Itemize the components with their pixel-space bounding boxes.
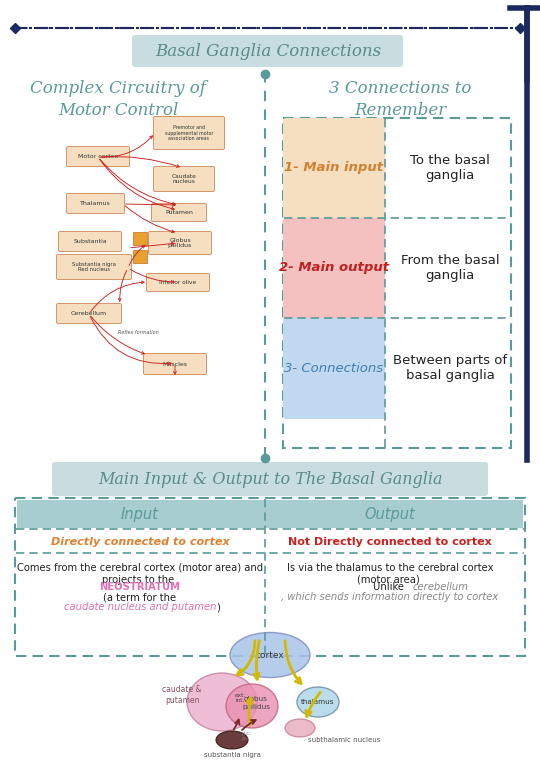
Text: 1- Main input: 1- Main input: [285, 161, 383, 175]
Text: Comes from the cerebral cortex (motor area) and
projects to the: Comes from the cerebral cortex (motor ar…: [17, 563, 263, 584]
Text: 2- Main output: 2- Main output: [279, 261, 389, 275]
Text: Substantia: Substantia: [73, 239, 107, 244]
FancyBboxPatch shape: [283, 218, 385, 319]
Text: cortex: cortex: [255, 651, 285, 660]
Text: Thalamus: Thalamus: [80, 201, 111, 206]
Text: Is via the thalamus to the cerebral cortex
(motor area): Is via the thalamus to the cerebral cort…: [287, 563, 493, 584]
Text: caudate nucleus and putamen: caudate nucleus and putamen: [64, 602, 216, 612]
FancyBboxPatch shape: [132, 35, 403, 67]
Text: Between parts of
basal ganglia: Between parts of basal ganglia: [393, 354, 507, 382]
Text: Complex Circuitry of
Motor Control: Complex Circuitry of Motor Control: [30, 80, 206, 119]
Ellipse shape: [297, 687, 339, 717]
Text: Putamen: Putamen: [165, 210, 193, 215]
FancyBboxPatch shape: [58, 232, 122, 251]
Text: , which sends information directly to cortex: , which sends information directly to co…: [281, 592, 498, 602]
FancyBboxPatch shape: [57, 254, 132, 279]
FancyBboxPatch shape: [66, 193, 125, 214]
Text: (a term for the: (a term for the: [104, 592, 177, 602]
FancyBboxPatch shape: [133, 232, 147, 245]
Text: ext.
int.: ext. int.: [234, 693, 246, 704]
FancyBboxPatch shape: [144, 353, 206, 374]
FancyBboxPatch shape: [133, 250, 147, 263]
Text: 3 Connections to
Remember: 3 Connections to Remember: [329, 80, 471, 119]
FancyBboxPatch shape: [283, 118, 385, 219]
Text: subthalamic nucleus: subthalamic nucleus: [308, 737, 380, 743]
FancyBboxPatch shape: [152, 204, 206, 222]
Text: Premotor and
supplemental motor
association areas: Premotor and supplemental motor associat…: [165, 125, 213, 141]
Text: thalamus: thalamus: [301, 699, 335, 705]
Text: Motor cortex: Motor cortex: [78, 154, 118, 159]
Text: Not Directly connected to cortex: Not Directly connected to cortex: [288, 537, 492, 547]
FancyBboxPatch shape: [57, 303, 122, 324]
Text: Inferior olive: Inferior olive: [159, 280, 197, 285]
Text: Cerebellum: Cerebellum: [71, 311, 107, 316]
Text: cerebellum: cerebellum: [413, 582, 469, 592]
Text: Directly connected to cortex: Directly connected to cortex: [51, 537, 229, 547]
Text: ): ): [216, 602, 220, 612]
FancyBboxPatch shape: [146, 274, 210, 292]
Ellipse shape: [226, 684, 278, 728]
Text: Muscles: Muscles: [163, 361, 187, 367]
FancyBboxPatch shape: [153, 166, 214, 192]
Text: From the basal
ganglia: From the basal ganglia: [401, 254, 500, 282]
Text: Caudate
nucleus: Caudate nucleus: [172, 174, 197, 184]
FancyBboxPatch shape: [17, 500, 523, 528]
Text: Unlike: Unlike: [373, 582, 407, 592]
Text: Main Input & Output to The Basal Ganglia: Main Input & Output to The Basal Ganglia: [98, 471, 442, 488]
Text: To the basal
ganglia: To the basal ganglia: [410, 154, 490, 182]
Text: p.c.
p.r.: p.c. p.r.: [241, 731, 251, 742]
Text: globus
pallidus: globus pallidus: [242, 697, 270, 710]
Text: Input: Input: [121, 508, 159, 523]
Ellipse shape: [216, 731, 248, 749]
FancyBboxPatch shape: [52, 462, 488, 496]
Ellipse shape: [230, 633, 310, 678]
Text: Globus
pallidus: Globus pallidus: [168, 238, 192, 248]
Text: caudate &
putamen: caudate & putamen: [162, 686, 202, 704]
FancyBboxPatch shape: [283, 318, 385, 419]
Ellipse shape: [285, 719, 315, 737]
FancyBboxPatch shape: [153, 116, 225, 150]
FancyBboxPatch shape: [66, 147, 130, 166]
Ellipse shape: [187, 673, 257, 731]
Text: Basal Ganglia Connections: Basal Ganglia Connections: [155, 44, 381, 61]
Text: Reflex formation: Reflex formation: [118, 331, 158, 335]
Text: Substantia nigra
Red nucleus: Substantia nigra Red nucleus: [72, 261, 116, 272]
Text: substantia nigra: substantia nigra: [204, 752, 260, 758]
Text: Output: Output: [364, 508, 415, 523]
FancyBboxPatch shape: [148, 232, 212, 254]
Text: NEOSTRIATUM: NEOSTRIATUM: [99, 582, 180, 592]
Text: 3- Connections: 3- Connections: [285, 361, 383, 374]
